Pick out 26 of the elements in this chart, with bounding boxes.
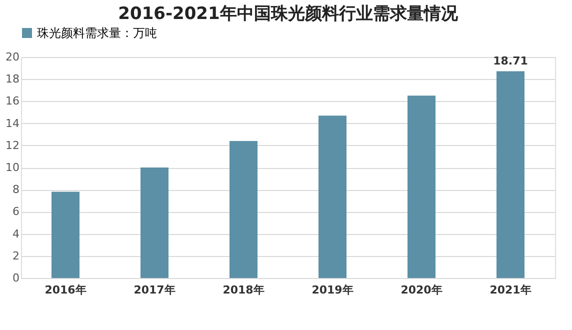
bar bbox=[140, 168, 168, 278]
y-tick-label: 6 bbox=[12, 205, 20, 218]
y-tick-label: 16 bbox=[6, 94, 20, 108]
bar bbox=[52, 192, 80, 278]
chart-title: 2016-2021年中国珠光颜料行业需求量情况 bbox=[118, 4, 459, 24]
data-label: 18.71 bbox=[493, 54, 528, 68]
x-tick-label: 2019年 bbox=[312, 284, 354, 296]
y-tick-label: 2 bbox=[12, 249, 20, 262]
y-tick-label: 10 bbox=[6, 161, 20, 174]
legend-label: 珠光颜料需求量：万吨 bbox=[37, 26, 157, 40]
y-tick-label: 8 bbox=[12, 183, 20, 196]
y-tick-label: 0 bbox=[12, 272, 20, 284]
x-tick-label: 2020年 bbox=[400, 284, 442, 296]
bar bbox=[318, 116, 346, 278]
x-tick-label: 2018年 bbox=[222, 284, 264, 296]
x-tick-label: 2017年 bbox=[134, 284, 176, 296]
y-tick-label: 20 bbox=[6, 50, 20, 64]
y-tick-label: 14 bbox=[6, 116, 20, 130]
y-tick-label: 18 bbox=[6, 72, 20, 86]
x-tick-label: 2016年 bbox=[44, 284, 86, 296]
bar bbox=[408, 96, 436, 278]
bar bbox=[496, 71, 524, 278]
x-tick-label: 2021年 bbox=[490, 284, 532, 296]
y-tick-label: 4 bbox=[12, 227, 20, 240]
y-tick-label: 12 bbox=[6, 138, 20, 152]
bar bbox=[230, 140, 258, 278]
